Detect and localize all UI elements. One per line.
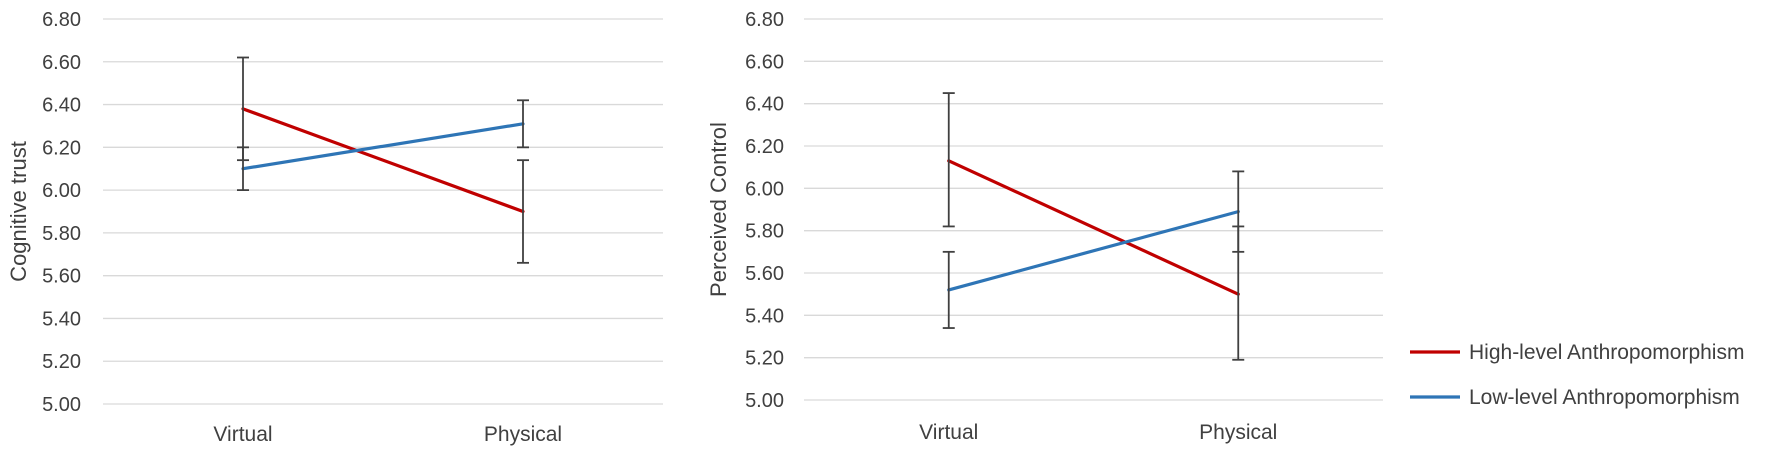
cognitive-trust-chart: 5.00 5.20 5.40 5.60 5.80 6.00 6.20 6.40 6.60 6.80… [6,9,663,446]
legend-label-low: Low-level Anthropomorphism [1469,386,1740,409]
series-line-low [241,122,525,171]
x-category-label: Virtual [919,421,978,444]
error-bar [237,146,249,192]
y-tick-label: 5.60 [745,263,784,285]
y-tick-label: 5.00 [745,390,784,412]
y-axis-label: Cognitive trust [6,141,31,282]
y-tick-label: 5.80 [745,221,784,243]
y-tick-label: 6.40 [745,94,784,116]
y-tick-label: 6.00 [42,180,81,202]
series-line-high [241,107,525,214]
y-tick-label: 5.00 [42,394,81,416]
x-category-label: Physical [484,423,562,446]
error-bar [1232,170,1245,253]
y-tick-label: 6.20 [745,136,784,158]
error-bar [517,159,529,264]
y-tick-label: 5.40 [42,308,81,330]
y-tick-label: 6.00 [745,178,784,200]
series-line-low [947,210,1240,292]
error-bar [942,92,955,228]
y-tick-label: 5.20 [42,351,81,373]
y-axis-label: Perceived Control [706,122,731,297]
y-tick-label: 5.40 [745,305,784,327]
y-tick-label: 6.40 [42,95,81,117]
legend: High-level Anthropomorphism Low-level An… [1410,341,1744,409]
y-tick-label: 6.80 [745,9,784,31]
y-tick-label: 5.20 [745,348,784,370]
y-tick-label: 6.60 [42,52,81,74]
error-bar [942,250,955,329]
y-tick-label: 5.80 [42,223,81,245]
x-category-label: Virtual [213,423,272,446]
x-category-label: Physical [1199,421,1277,444]
error-bar [517,99,529,149]
y-tick-label: 5.60 [42,266,81,288]
y-tick-label: 6.20 [42,137,81,159]
series-line-high [947,159,1240,296]
legend-label-high: High-level Anthropomorphism [1469,341,1744,364]
y-tick-label: 6.60 [745,51,784,73]
y-tick-label: 6.80 [42,9,81,31]
perceived-control-chart: 5.00 5.20 5.40 5.60 5.80 6.00 6.20 6.40 6.60 6.80… [706,9,1383,444]
